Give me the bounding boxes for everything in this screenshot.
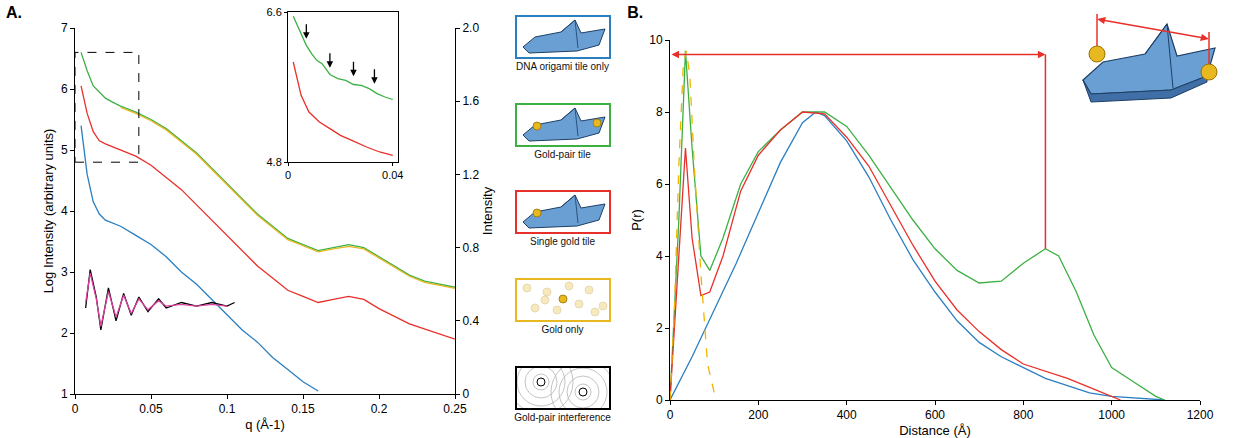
svg-text:4: 4 (61, 204, 68, 218)
svg-text:0.04: 0.04 (382, 169, 403, 181)
svg-text:2: 2 (656, 321, 663, 335)
svg-text:Intensity: Intensity (480, 186, 495, 235)
svg-text:800: 800 (1013, 408, 1033, 422)
svg-text:10: 10 (649, 33, 663, 47)
svg-text:1000: 1000 (1098, 408, 1125, 422)
html-text:Gold-pair interference: Gold-pair interference (514, 411, 611, 423)
svg-text:0: 0 (667, 408, 674, 422)
svg-text:B.: B. (627, 4, 643, 21)
svg-text:6: 6 (656, 177, 663, 191)
svg-text:0: 0 (72, 402, 79, 416)
svg-text:0: 0 (462, 387, 469, 401)
svg-text:2: 2 (61, 326, 68, 340)
svg-text:0.2: 0.2 (371, 402, 388, 416)
svg-text:1.6: 1.6 (462, 94, 479, 108)
svg-text:A.: A. (6, 4, 22, 21)
svg-text:2.0: 2.0 (462, 21, 479, 35)
svg-text:1: 1 (61, 387, 68, 401)
svg-text:3: 3 (61, 265, 68, 279)
svg-text:0.05: 0.05 (139, 402, 163, 416)
svg-text:7: 7 (61, 21, 68, 35)
svg-text:Log Intensity (arbitrary units: Log Intensity (arbitrary units) (41, 129, 56, 294)
html-text:Gold only: Gold only (541, 324, 584, 336)
svg-text:0: 0 (656, 393, 663, 407)
svg-text:1200: 1200 (1187, 408, 1214, 422)
svg-text:0.15: 0.15 (291, 402, 315, 416)
svg-text:8: 8 (656, 105, 663, 119)
svg-text:0.25: 0.25 (443, 402, 467, 416)
svg-text:0.8: 0.8 (462, 241, 479, 255)
svg-text:6.6: 6.6 (267, 6, 282, 18)
svg-text:200: 200 (748, 408, 768, 422)
svg-text:4: 4 (656, 249, 663, 263)
svg-text:4.8: 4.8 (267, 156, 282, 168)
svg-text:600: 600 (925, 408, 945, 422)
svg-text:0: 0 (285, 169, 291, 181)
html-text:Gold-pair tile: Gold-pair tile (534, 148, 591, 160)
html-text:DNA origami tile only: DNA origami tile only (516, 61, 609, 73)
svg-text:6: 6 (61, 82, 68, 96)
svg-text:400: 400 (837, 408, 857, 422)
svg-text:P(r): P(r) (629, 209, 644, 231)
svg-text:0.1: 0.1 (219, 402, 236, 416)
svg-text:5: 5 (61, 143, 68, 157)
svg-text:0.4: 0.4 (462, 314, 479, 328)
svg-text:q (Å-1): q (Å-1) (245, 417, 285, 432)
html-text:Single gold tile: Single gold tile (530, 236, 595, 248)
svg-text:Distance (Å): Distance (Å) (899, 423, 971, 438)
svg-text:1.2: 1.2 (462, 168, 479, 182)
